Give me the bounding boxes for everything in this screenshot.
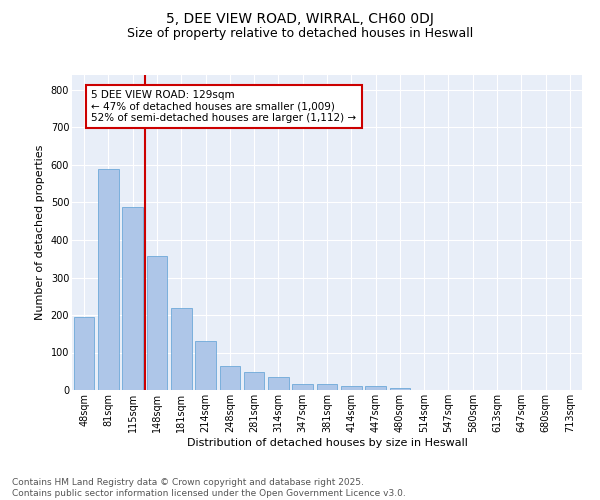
Text: 5, DEE VIEW ROAD, WIRRAL, CH60 0DJ: 5, DEE VIEW ROAD, WIRRAL, CH60 0DJ (166, 12, 434, 26)
Text: Contains HM Land Registry data © Crown copyright and database right 2025.
Contai: Contains HM Land Registry data © Crown c… (12, 478, 406, 498)
Bar (389, 388, 410, 390)
Y-axis label: Number of detached properties: Number of detached properties (35, 145, 45, 320)
Bar (98, 170, 119, 390)
Text: 5 DEE VIEW ROAD: 129sqm
← 47% of detached houses are smaller (1,009)
52% of semi: 5 DEE VIEW ROAD: 129sqm ← 47% of detache… (91, 90, 356, 123)
Bar (195, 340, 216, 390)
Bar (122, 207, 143, 390)
Bar (317, 384, 337, 390)
Bar (220, 366, 240, 390)
Bar (74, 316, 94, 390)
Bar (244, 372, 265, 390)
Bar (292, 384, 313, 390)
Bar (341, 386, 362, 390)
Text: Size of property relative to detached houses in Heswall: Size of property relative to detached ho… (127, 28, 473, 40)
Bar (268, 377, 289, 390)
X-axis label: Distribution of detached houses by size in Heswall: Distribution of detached houses by size … (187, 438, 467, 448)
Bar (146, 256, 167, 390)
Bar (365, 386, 386, 390)
Bar (171, 308, 191, 390)
